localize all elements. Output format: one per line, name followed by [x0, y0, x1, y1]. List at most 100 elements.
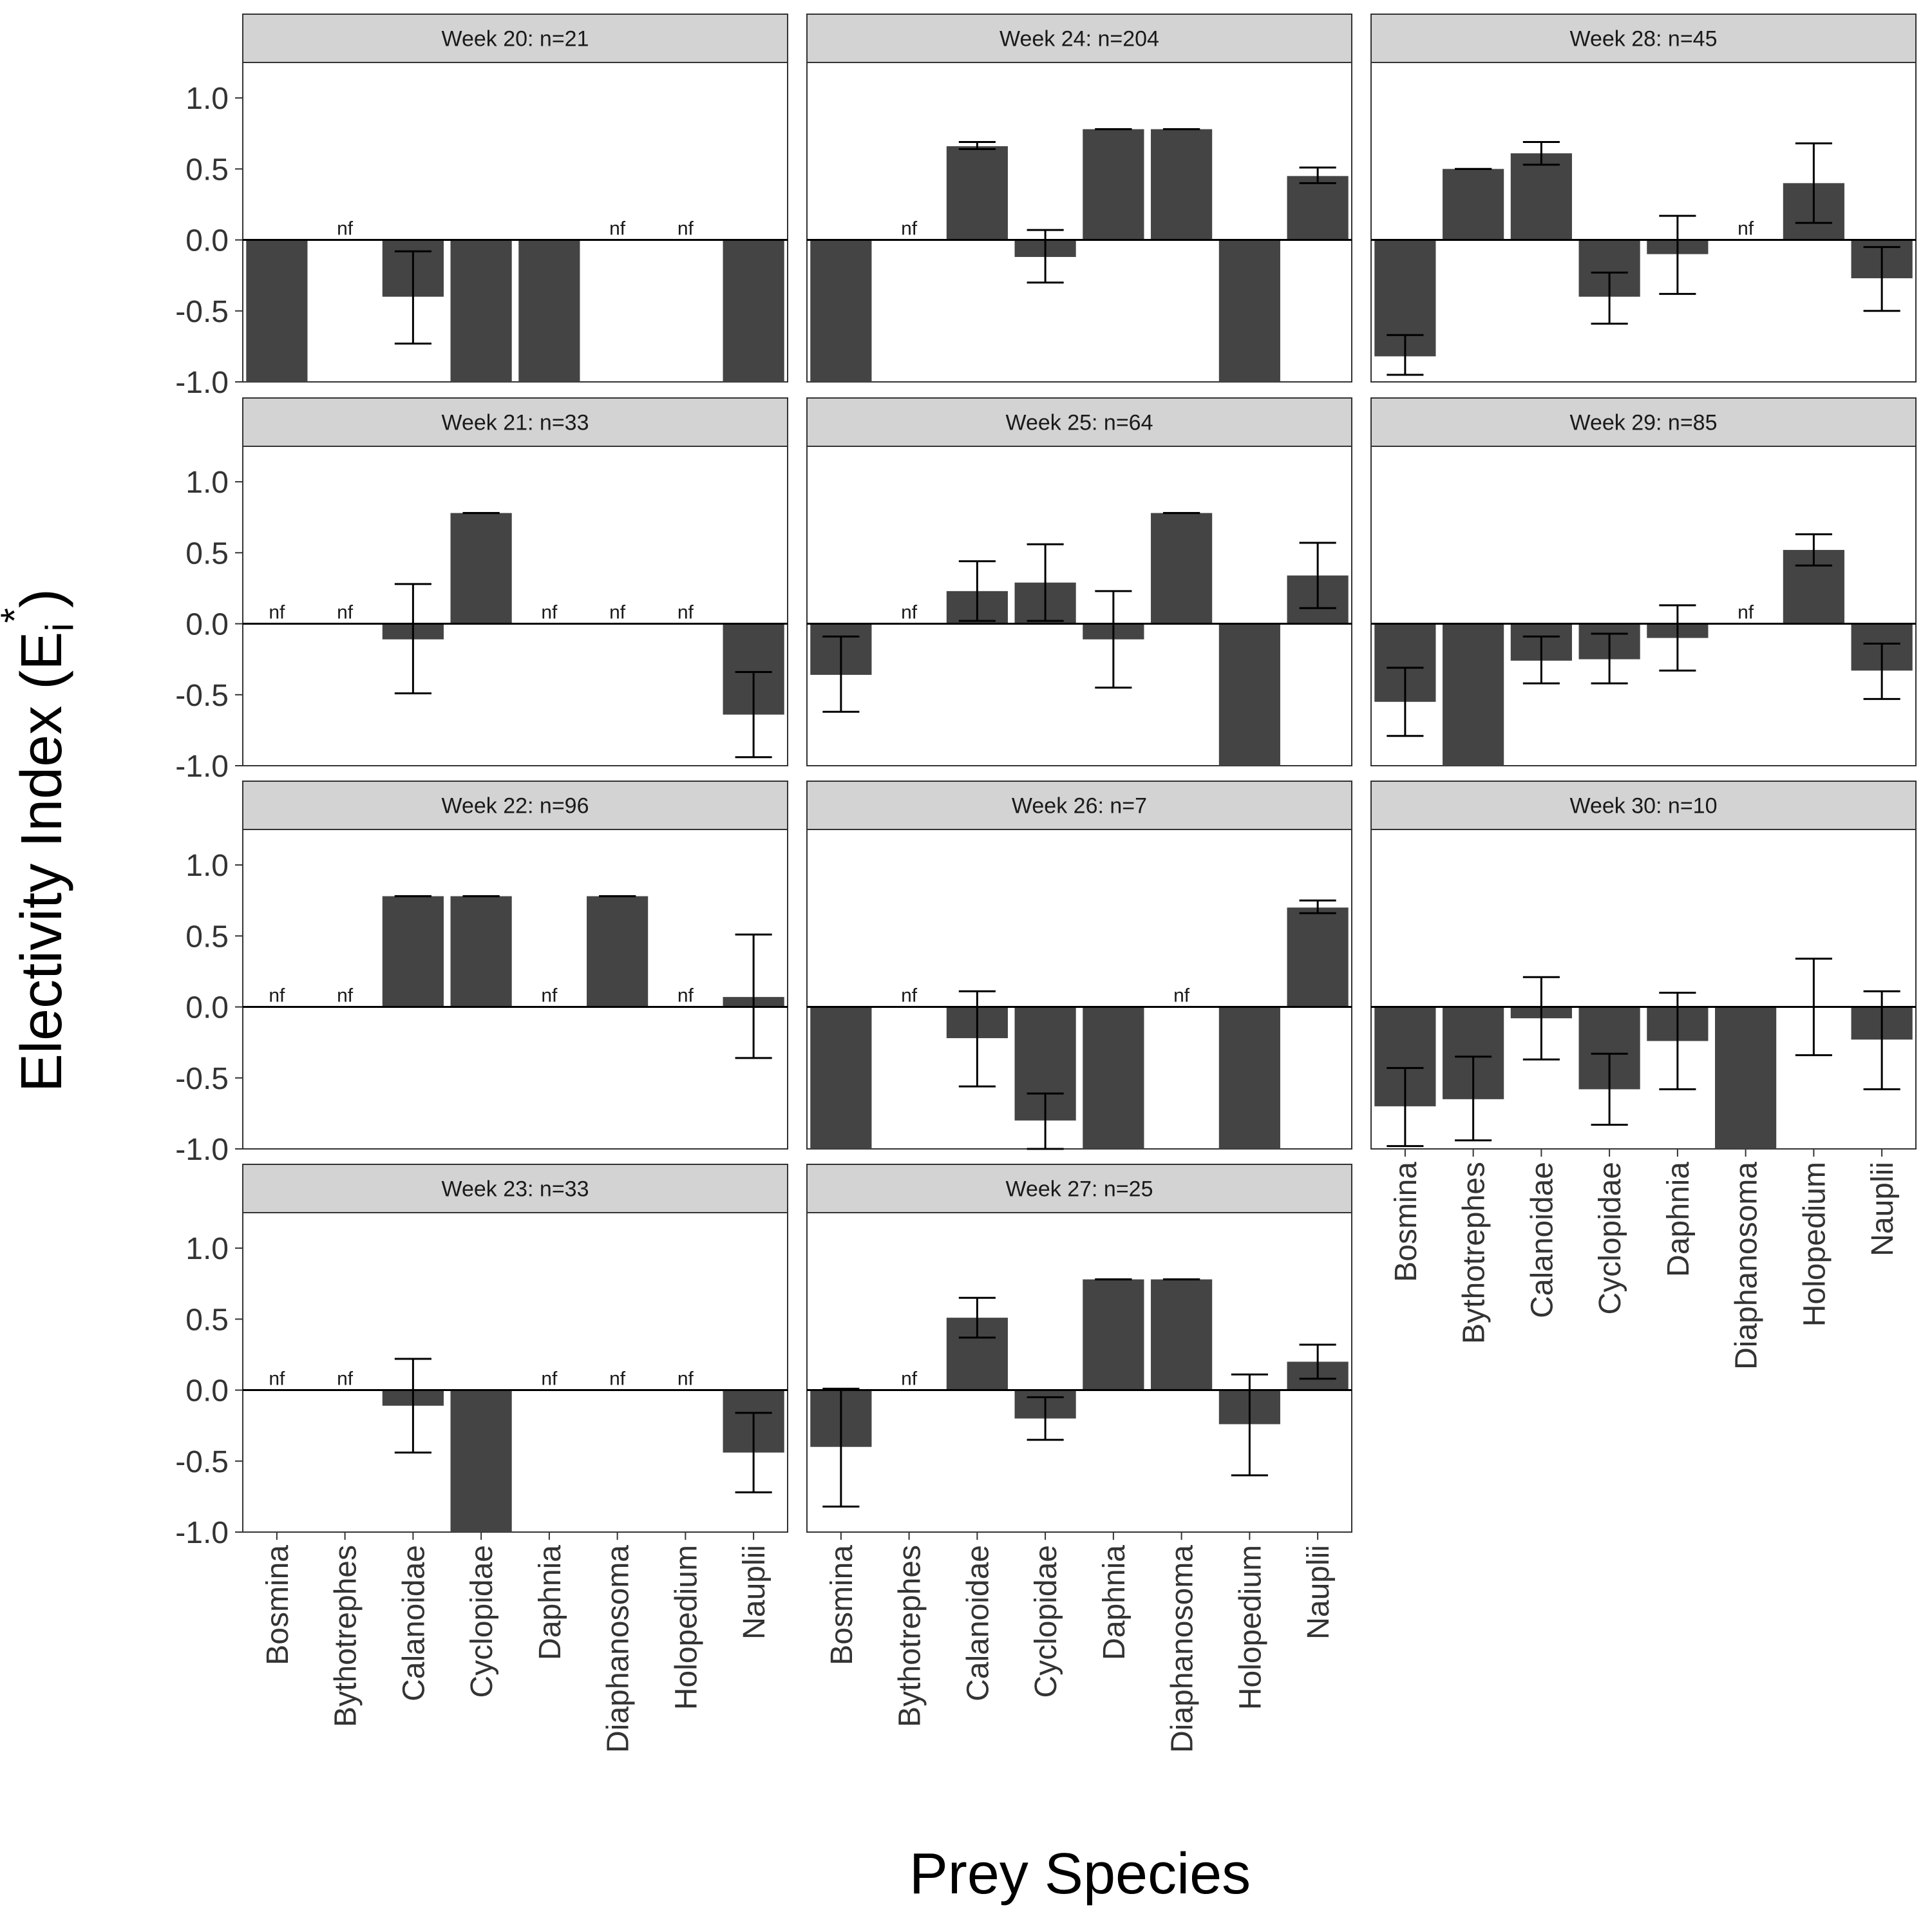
y-tick-label: 1.0 [185, 1232, 229, 1266]
facet-title: Week 22: n=96 [441, 794, 589, 819]
y-tick-label: -0.5 [175, 1445, 229, 1479]
y-tick-label: -1.0 [175, 1133, 229, 1167]
x-tick-label: Diaphanosoma [1166, 1545, 1200, 1753]
not-found-label: nf [269, 985, 285, 1007]
not-found-label: nf [337, 218, 354, 240]
facet-title: Week 21: n=33 [441, 411, 589, 435]
not-found-label: nf [677, 985, 694, 1007]
bar [1151, 1279, 1213, 1390]
y-tick-label: 1.0 [185, 466, 229, 500]
facet-title: Week 25: n=64 [1005, 411, 1153, 435]
x-tick-label: Bosmina [825, 1545, 859, 1665]
y-tick-label: 1.0 [185, 849, 229, 883]
x-tick-label: Bosmina [1389, 1162, 1423, 1282]
not-found-label: nf [609, 602, 626, 623]
bar [518, 240, 580, 382]
x-tick-label: Diaphanosoma [601, 1545, 636, 1753]
plot-area [242, 1212, 788, 1533]
y-tick-label: 0.5 [185, 920, 229, 954]
y-tick-label: -0.5 [175, 295, 229, 329]
plot-area [242, 829, 788, 1150]
bar [810, 1007, 872, 1149]
x-tick-label: Cyclopidae [465, 1545, 499, 1698]
x-tick-label: Nauplii [1866, 1162, 1900, 1256]
plot-area [1370, 829, 1917, 1150]
bar [1287, 176, 1349, 240]
not-found-label: nf [901, 218, 918, 240]
bar [1218, 1007, 1280, 1149]
facet-panel: Week 22: n=96 nf nf nf nf 1.0 0.5 0.0 -0.5 -1.0 [175, 781, 788, 1167]
bar [810, 240, 872, 382]
bar [1218, 623, 1280, 766]
not-found-label: nf [337, 985, 354, 1007]
bar [1083, 129, 1144, 240]
y-tick-label: -1.0 [175, 750, 229, 784]
x-tick-label: Daphnia [1097, 1545, 1132, 1660]
x-tick-label: Nauplii [1302, 1545, 1336, 1640]
x-tick-label: Calanoidae [397, 1545, 431, 1701]
y-tick-label: 0.5 [185, 153, 229, 187]
not-found-label: nf [337, 602, 354, 623]
plot-area [242, 62, 788, 383]
facet-strip [1370, 14, 1917, 63]
not-found-label: nf [901, 1368, 918, 1390]
not-found-label: nf [677, 1368, 694, 1390]
x-tick-label: Cyclopidae [1029, 1545, 1063, 1698]
not-found-label: nf [269, 1368, 285, 1390]
facet-panel: Week 27: n=25 nf Bosmina Bythotrephes Calano… [806, 1164, 1352, 1753]
facet-panel: Week 29: n=85 nf [1370, 397, 1917, 766]
y-tick-label: 0.0 [185, 991, 229, 1025]
x-tick-label: Holopedium [1233, 1545, 1267, 1710]
y-tick-label: 0.5 [185, 1303, 229, 1337]
bar [1510, 153, 1572, 240]
not-found-label: nf [1173, 985, 1190, 1007]
facet-title: Week 29: n=85 [1569, 411, 1717, 435]
facet-title: Week 26: n=7 [1012, 794, 1147, 819]
x-tick-label: Calanoidae [961, 1545, 995, 1701]
facet-panel: Week 25: n=64 nf [806, 397, 1352, 766]
not-found-label: nf [1738, 218, 1754, 240]
not-found-label: nf [541, 602, 558, 623]
bar [1715, 1007, 1777, 1149]
bar [1083, 1279, 1144, 1390]
bar [450, 896, 512, 1007]
x-tick-label: Diaphanosoma [1730, 1162, 1764, 1370]
facet-panel: Week 21: n=33 nf nf nf nf nf 1.0 0.5 0.0 -0.5 -1.0 [175, 397, 788, 784]
x-tick-label: Holopedium [669, 1545, 703, 1710]
bar [723, 240, 784, 382]
bar [450, 1390, 512, 1532]
x-tick-label: Bythotrephes [329, 1545, 363, 1727]
x-tick-label: Bythotrephes [1457, 1162, 1492, 1344]
facet-strip [242, 14, 788, 63]
facet-strip [806, 397, 1352, 447]
facet-panel: Week 26: n=7 nf nf [806, 781, 1352, 1150]
bar [382, 896, 444, 1007]
bar [246, 240, 308, 382]
x-axis-title: Prey Species [909, 1842, 1251, 1906]
y-tick-label: 0.5 [185, 536, 229, 571]
not-found-label: nf [609, 1368, 626, 1390]
facet-panel: Week 23: n=33 nf nf nf nf nf 1.0 0.5 0.0 -0.5 -1.0… [175, 1164, 788, 1753]
facet-strip [242, 397, 788, 447]
facet-strip [1370, 781, 1917, 830]
panels-layer: Week 20: n=21 nf nf nf 1.0 0.5 0.0 -0.5 -1.0 Week… [175, 14, 1917, 1753]
facet-strip [242, 1164, 788, 1213]
x-tick-label: Nauplii [737, 1545, 772, 1640]
facet-strip [806, 1164, 1352, 1213]
facet-strip [806, 781, 1352, 830]
facet-panel: Week 28: n=45 nf [1370, 14, 1917, 383]
facet-title: Week 20: n=21 [441, 27, 589, 52]
not-found-label: nf [1738, 602, 1754, 623]
not-found-label: nf [609, 218, 626, 240]
facet-strip [1370, 397, 1917, 447]
bar [1443, 169, 1504, 240]
facet-panel: Week 20: n=21 nf nf nf 1.0 0.5 0.0 -0.5 -1.0 [175, 14, 788, 400]
y-tick-label: 0.0 [185, 608, 229, 642]
not-found-label: nf [541, 1368, 558, 1390]
not-found-label: nf [541, 985, 558, 1007]
not-found-label: nf [337, 1368, 354, 1390]
facet-title: Week 24: n=204 [999, 27, 1159, 52]
bar [946, 146, 1008, 240]
x-tick-label: Bythotrephes [893, 1545, 927, 1727]
